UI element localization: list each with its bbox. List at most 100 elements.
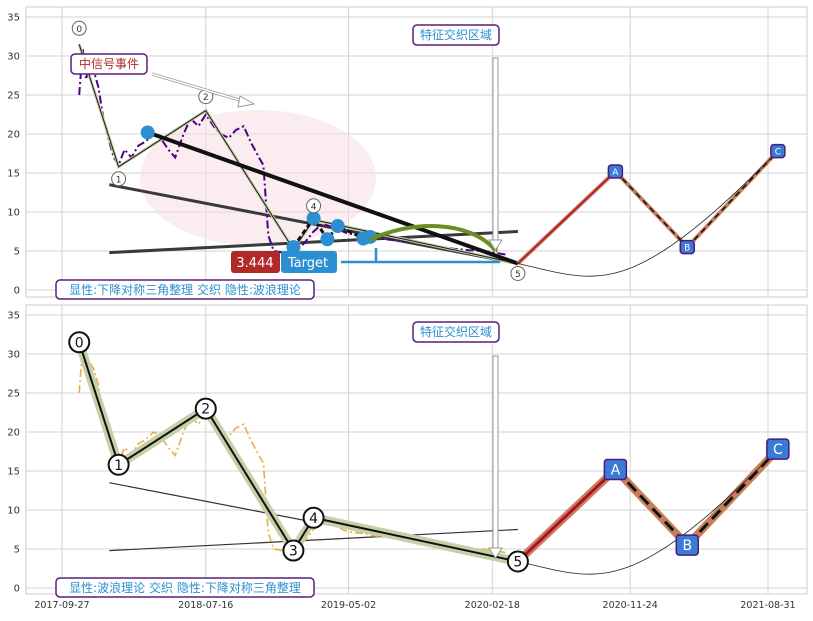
wave-label-marker <box>306 198 322 214</box>
bottom-wave-label-text: 2 <box>201 402 210 418</box>
wave-label-marker <box>71 20 87 36</box>
bottom-y-tick-label: 35 <box>7 311 20 322</box>
bottom-projection-marker <box>766 438 790 460</box>
bottom-wave-line <box>78 341 519 563</box>
trend-point <box>330 219 345 234</box>
bottom-triangle-lower <box>109 528 518 552</box>
bottom-wave-label-text: 3 <box>289 544 298 560</box>
x-tick-label: 2017-09-27 <box>34 600 89 611</box>
bottom-wave-label-text: 0 <box>75 335 84 351</box>
bottom-projection-line <box>686 448 779 547</box>
bottom-projection-line <box>516 468 617 563</box>
bottom-wave-label-text: 1 <box>114 458 123 474</box>
bottom-wave-label-marker <box>506 550 529 573</box>
top-projection-label: B <box>684 244 690 254</box>
top-projection-curve <box>517 150 779 277</box>
bottom-projection-marker <box>675 534 700 556</box>
top-y-tick-label: 5 <box>14 247 20 258</box>
bottom-y-tick-label: 0 <box>14 584 20 595</box>
bottom-feature-zone-box <box>412 321 500 343</box>
bottom-projection-label: B <box>682 538 692 554</box>
wave-label-marker <box>510 265 526 281</box>
trend-point <box>363 229 378 244</box>
trend-point <box>320 232 335 247</box>
bottom-y-tick-label: 10 <box>7 506 20 517</box>
signal-event-arrowhead <box>237 95 256 108</box>
top-y-tick-label: 15 <box>7 169 20 180</box>
trend-point <box>306 211 321 226</box>
top-y-tick-label: 20 <box>7 130 20 141</box>
top-footer-text: 显性:下降对称三角整理 交织 隐性:波浪理论 <box>69 282 301 297</box>
top-feature-zone-arrow-head <box>488 239 503 251</box>
target-value-box <box>231 251 280 273</box>
signal-event-box <box>70 53 148 75</box>
top-projection-marker <box>679 239 696 255</box>
signal-event-arrow-inner <box>151 73 247 103</box>
bottom-y-tick-label: 20 <box>7 428 20 439</box>
top-y-tick-label: 10 <box>7 208 20 219</box>
x-tick-label: 2019-05-02 <box>321 600 376 611</box>
trend-line <box>147 130 519 266</box>
top-projection-line <box>614 170 688 248</box>
bottom-footer-text: 显性:波浪理论 交织 隐性:下降对称三角整理 <box>69 580 301 595</box>
target-label-text: Target <box>287 256 328 271</box>
trend-point <box>286 240 301 255</box>
bottom-wave-label-marker <box>282 539 305 562</box>
x-tick-label: 2020-11-24 <box>603 600 658 611</box>
bottom-wave-label-text: 4 <box>309 511 318 527</box>
top-projection-line <box>686 150 779 248</box>
top-y-tick-label: 30 <box>7 52 20 63</box>
wave-label-text: 1 <box>116 175 122 185</box>
bottom-y-tick-label: 15 <box>7 467 20 478</box>
bottom-wave-label-marker <box>194 397 217 420</box>
wave-label-text: 2 <box>203 93 209 103</box>
bottom-wave-label-marker <box>302 506 325 529</box>
bottom-wave-label-marker <box>107 453 130 476</box>
bottom-projection-marker <box>603 458 628 481</box>
target-value-text: 3.444 <box>236 256 273 271</box>
x-tick-label: 2021-08-31 <box>740 600 795 611</box>
green-arc-arrow <box>369 224 497 252</box>
target-label-box <box>281 251 337 273</box>
wave-label-text: 0 <box>76 25 82 35</box>
bottom-projection-curve <box>517 448 779 575</box>
bottom-wave-label-marker <box>68 331 91 354</box>
signal-event-text: 中信号事件 <box>79 56 139 71</box>
top-panel: 05101520253035012345ABC3.444Target中信号事件特… <box>7 6 808 300</box>
bottom-y-tick-label: 30 <box>7 350 20 361</box>
bottom-feature-zone-text: 特征交织区域 <box>420 324 492 339</box>
bottom-y-tick-label: 25 <box>7 389 20 400</box>
top-y-tick-label: 0 <box>14 286 20 297</box>
bottom-projection-label: C <box>773 442 783 458</box>
bottom-y-tick-label: 5 <box>14 545 20 556</box>
x-tick-label: 2020-02-18 <box>465 600 520 611</box>
wave-label-text: 4 <box>311 202 317 212</box>
triangle-lower-line <box>109 230 518 255</box>
bottom-projection-halo <box>612 466 691 548</box>
top-feature-zone-arrow-shaft <box>492 57 499 241</box>
bottom-footer-box <box>55 577 315 598</box>
bottom-projection-label: A <box>611 462 621 478</box>
bottom-wave-label-text: 5 <box>513 554 522 570</box>
top-feature-zone-box <box>412 24 500 46</box>
bottom-feature-zone-arrow-head <box>488 547 503 559</box>
wave-label-text: 5 <box>515 270 521 280</box>
wave-label-marker <box>111 171 127 187</box>
x-tick-label: 2018-07-16 <box>178 600 233 611</box>
top-projection-line <box>517 170 616 265</box>
trend-point <box>140 125 155 140</box>
top-y-tick-label: 35 <box>7 13 20 24</box>
top-footer-box <box>55 279 315 300</box>
top-projection-marker <box>607 164 624 179</box>
top-feature-zone-text: 特征交织区域 <box>420 27 492 42</box>
top-projection-label: C <box>775 148 781 158</box>
bottom-feature-zone-arrow-shaft <box>492 355 499 549</box>
top-y-tick-label: 25 <box>7 91 20 102</box>
top-projection-label: A <box>612 168 619 178</box>
x-axis: 2017-09-27 2018-07-16 2019-05-02 2020-02-18… <box>34 600 795 611</box>
top-projection-marker <box>770 143 786 159</box>
top-wave-line <box>78 44 519 264</box>
